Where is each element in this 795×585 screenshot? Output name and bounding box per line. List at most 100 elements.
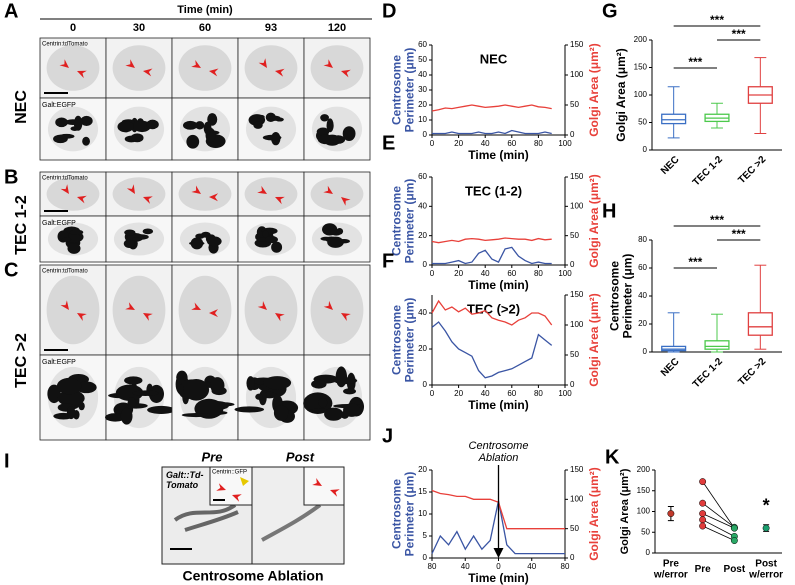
panel-letter: I [4,450,10,472]
arrowhead [216,483,226,491]
x-tick-label-line: Post [755,558,777,569]
y2-tick-label: 100 [570,494,584,503]
y-tick-label: 50 [418,55,427,64]
y-tick-label: 15 [418,487,427,496]
cell-body [46,45,100,91]
golgi-blob [234,406,265,413]
mean-point [762,524,770,532]
y2-tick-label: 0 [570,553,575,562]
x-tick-label: Post [724,564,746,575]
golgi-blob [105,413,126,422]
cell-body [178,275,232,345]
y-tick-label: 60 [418,40,427,49]
y-axis-label-line: Golgi Area (μm²) [619,468,631,554]
golgi-blob [117,121,134,133]
x-tick-label-line: Pre [663,558,680,569]
golgi-blob [262,134,282,141]
axes [431,177,566,266]
x-tick-label: 100 [558,389,572,398]
golgi-blob [343,403,361,417]
annotation-head [493,548,504,558]
x-tick-label: 80 [561,562,570,571]
y-tick-label: 0 [646,548,651,557]
box [704,340,730,350]
arrowhead [258,58,267,68]
series-line [431,321,553,379]
x-axis-label: Time (min) [468,148,528,162]
x-tick-label: TEC 1-2 [691,356,725,390]
arrowhead [275,313,285,322]
y2-tick-label: 50 [570,524,579,533]
sig-label: *** [732,227,746,241]
golgi-blob [142,228,154,235]
golgi-blob [335,366,348,388]
golgi-blob [331,135,346,144]
point [730,537,738,544]
x-tick-label: TEC >2 [736,356,768,388]
pair-line [702,519,735,537]
x-tick-label: 60 [507,139,516,148]
panel-letter: A [4,0,18,22]
x-tick-label: Pre w/error [653,558,688,580]
inset-pre [209,466,253,506]
marker-label: Galt:EGFP [42,102,76,109]
point [699,499,707,507]
arrowhead [232,494,242,502]
cell-body [46,177,100,211]
arrowhead [209,309,218,318]
y-tick-label: 100 [634,90,648,99]
cell-body [112,275,166,345]
series-line [431,299,553,326]
golgi-blob [273,405,289,421]
x-tick-label: 40 [527,562,536,571]
arrowhead [60,300,69,310]
arrowhead [209,68,219,77]
cell-body [310,45,364,91]
golgi-blob [206,236,222,247]
axes [431,295,566,386]
y-tick-label: 10 [418,115,427,124]
x-tick-label: 80 [534,389,543,398]
chart-title: NEC [480,51,508,66]
cell-body [46,275,100,345]
arrowhead [257,185,267,194]
y2-tick-label: 0 [570,380,575,389]
y-axis-label-line: Perimeter (μm) [621,254,635,339]
x-tick-label: 20 [454,139,463,148]
arrowhead [126,184,135,194]
y-axis-label-line: Centrosome [390,186,404,256]
x-tick-label: 40 [481,139,490,148]
cell-body [244,275,298,345]
sig-label: *** [688,55,702,69]
y2-tick-label: 100 [570,70,584,79]
x-tick-label-line: w/error [748,569,783,580]
y-tick-label: 40 [418,308,427,317]
pair-line [702,513,735,529]
golgi-blob [318,397,328,408]
x-tick-label: NEC [659,356,682,379]
panel-letter: E [382,132,395,154]
golgi-blob [327,236,344,248]
golgi-blob [255,393,263,400]
golgi-blob [317,134,334,145]
golgi-blob [186,134,200,149]
x-tick-label: 0 [496,562,501,571]
y2-axis-label: Golgi Area (μm²) [587,43,601,137]
x-tick-label-line: Post [724,564,746,575]
stain-label-line: Galt::Td- [166,470,204,480]
golgi-blob [320,114,329,122]
golgi-blob [311,379,327,389]
x-tick-label: 0 [430,139,435,148]
y-tick-label: 150 [634,63,648,72]
arrowhead [275,68,285,77]
golgi-blob [324,407,344,421]
golgi-blob [316,127,330,136]
golgi-blob [132,390,159,397]
arrowhead [143,313,153,321]
golgi-blob [182,120,198,130]
golgi-blob [257,114,265,120]
golgi-blob [190,237,204,250]
pair-line [702,502,735,528]
y-tick-label: 80 [638,235,647,244]
golgi-blob [253,121,263,129]
